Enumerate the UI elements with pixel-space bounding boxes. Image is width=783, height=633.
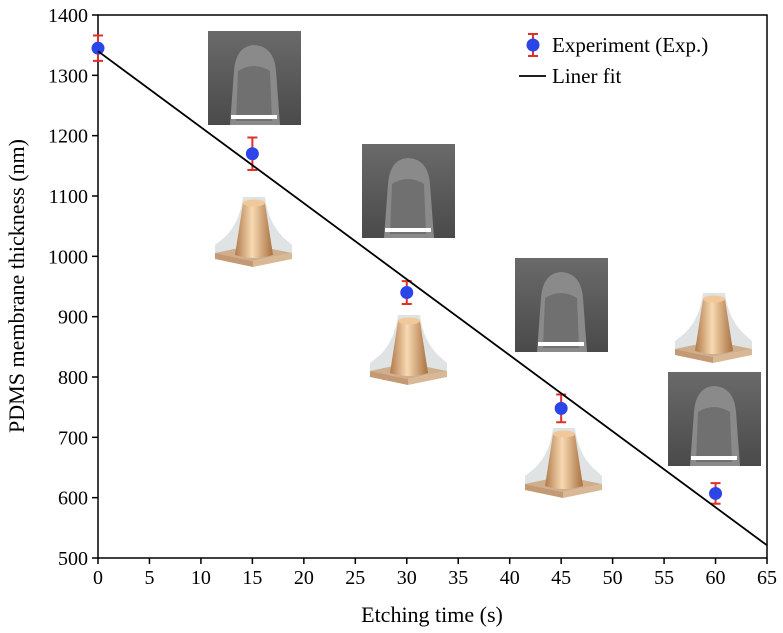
- sem-image: [668, 372, 761, 466]
- y-tick-label: 1300: [48, 65, 88, 87]
- sem-image: [362, 144, 455, 238]
- y-axis-title: PDMS membrane thickness (nm): [4, 139, 29, 433]
- x-tick-label: 0: [93, 567, 103, 589]
- data-point: [709, 486, 723, 500]
- cone-illustration: [370, 315, 447, 385]
- x-tick-label: 10: [191, 567, 211, 589]
- cone-illustration: [525, 428, 602, 498]
- data-point: [400, 286, 414, 300]
- legend-marker: [526, 38, 540, 52]
- x-tick-label: 35: [448, 567, 468, 589]
- x-tick-label: 40: [500, 567, 520, 589]
- x-axis-title: Etching time (s): [361, 602, 503, 627]
- y-tick-label: 1400: [48, 5, 88, 27]
- cone-illustration: [675, 293, 752, 363]
- data-point: [245, 147, 259, 161]
- data-point: [554, 401, 568, 415]
- plot-frame: [97, 14, 768, 559]
- sem-image: [208, 31, 301, 125]
- y-tick-label: 500: [58, 548, 88, 570]
- fit-line: [97, 50, 768, 547]
- data-point: [91, 41, 105, 55]
- y-tick-label: 800: [58, 367, 88, 389]
- insets: [208, 31, 761, 498]
- sem-image: [515, 258, 608, 352]
- legend-label: Liner fit: [552, 64, 622, 88]
- cone-illustration: [215, 197, 292, 267]
- x-tick-label: 15: [242, 567, 262, 589]
- y-tick-label: 1100: [49, 186, 88, 208]
- x-tick-label: 5: [144, 567, 154, 589]
- x-tick-label: 30: [397, 567, 417, 589]
- y-tick-label: 1200: [48, 126, 88, 148]
- x-tick-label: 20: [294, 567, 314, 589]
- x-tick-label: 50: [603, 567, 623, 589]
- legend-label: Experiment (Exp.): [552, 33, 708, 57]
- y-tick-label: 900: [58, 307, 88, 329]
- y-tick-label: 600: [58, 488, 88, 510]
- x-tick-label: 45: [551, 567, 571, 589]
- y-tick-label: 1000: [48, 246, 88, 268]
- x-tick-label: 25: [345, 567, 365, 589]
- x-tick-label: 60: [706, 567, 726, 589]
- y-tick-label: 700: [58, 427, 88, 449]
- x-tick-label: 65: [757, 567, 777, 589]
- x-tick-label: 55: [654, 567, 674, 589]
